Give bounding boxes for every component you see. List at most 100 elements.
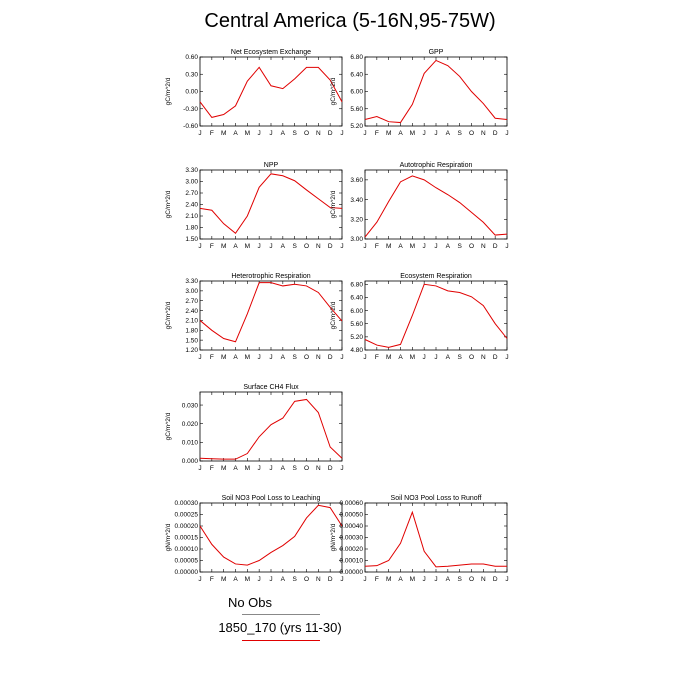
x-tick-label: A bbox=[281, 465, 286, 472]
y-tick-label: 0.000 bbox=[182, 458, 199, 465]
x-tick-label: O bbox=[469, 243, 474, 250]
x-tick-label: N bbox=[481, 130, 486, 137]
y-tick-label: 0.00060 bbox=[340, 500, 364, 507]
x-tick-label: J bbox=[258, 243, 261, 250]
x-tick-label: M bbox=[245, 576, 250, 583]
x-tick-label: S bbox=[457, 576, 462, 583]
x-tick-label: S bbox=[457, 354, 462, 361]
y-axis-label: gC/m^2/d bbox=[165, 301, 172, 329]
x-tick-label: M bbox=[386, 130, 391, 137]
chart-panel-3: NPP gC/m^2/d 1.50 1.80 2.10 2.40 2.70 3.00 3.30 J… bbox=[160, 155, 350, 260]
y-tick-label: 0.020 bbox=[182, 421, 199, 428]
series-line bbox=[364, 175, 508, 238]
x-tick-label: M bbox=[245, 465, 250, 472]
x-tick-label: A bbox=[446, 354, 451, 361]
y-tick-label: 0.00025 bbox=[175, 512, 199, 519]
x-tick-label: J bbox=[340, 576, 343, 583]
x-tick-label: J bbox=[198, 576, 201, 583]
x-tick-label: O bbox=[304, 354, 309, 361]
x-tick-label: J bbox=[434, 130, 437, 137]
x-tick-label: J bbox=[505, 354, 508, 361]
legend-obs-line bbox=[242, 614, 320, 615]
x-tick-label: N bbox=[316, 130, 321, 137]
x-tick-label: J bbox=[340, 130, 343, 137]
x-tick-label: D bbox=[328, 465, 333, 472]
x-tick-label: J bbox=[258, 576, 261, 583]
x-tick-label: D bbox=[328, 243, 333, 250]
x-tick-label: M bbox=[221, 576, 226, 583]
y-tick-label: 3.30 bbox=[185, 167, 198, 174]
x-tick-label: S bbox=[292, 465, 297, 472]
y-tick-label: 6.40 bbox=[350, 71, 363, 78]
x-tick-label: J bbox=[269, 130, 272, 137]
y-tick-label: 0.010 bbox=[182, 440, 199, 447]
series-line bbox=[364, 59, 508, 124]
x-tick-label: A bbox=[281, 576, 286, 583]
x-tick-label: M bbox=[410, 130, 415, 137]
y-tick-label: 3.60 bbox=[350, 177, 363, 184]
x-tick-label: O bbox=[304, 465, 309, 472]
x-tick-label: J bbox=[269, 243, 272, 250]
x-tick-label: F bbox=[210, 576, 214, 583]
x-tick-label: J bbox=[258, 354, 261, 361]
chart-panel-9: Soil NO3 Pool Loss to Runoff gN/m^2/d 0.00… bbox=[325, 488, 515, 593]
y-tick-label: 6.80 bbox=[350, 281, 363, 288]
x-tick-label: J bbox=[340, 465, 343, 472]
y-tick-label: 2.10 bbox=[185, 318, 198, 325]
x-tick-label: M bbox=[386, 243, 391, 250]
x-tick-label: N bbox=[316, 576, 321, 583]
y-tick-label: 0.00 bbox=[185, 89, 198, 96]
y-tick-label: 0.00000 bbox=[340, 569, 364, 576]
y-axis-label: gC/m^2/d bbox=[330, 77, 337, 105]
plot-frame bbox=[199, 391, 343, 462]
x-tick-label: A bbox=[233, 354, 238, 361]
plot-frame bbox=[364, 280, 508, 351]
y-tick-label: 3.00 bbox=[185, 179, 198, 186]
x-tick-label: S bbox=[292, 576, 297, 583]
x-tick-label: A bbox=[446, 576, 451, 583]
y-tick-label: 0.00000 bbox=[175, 569, 199, 576]
y-tick-label: 3.40 bbox=[350, 197, 363, 204]
y-tick-label: 0.00040 bbox=[340, 523, 364, 530]
panel-title: Surface CH4 Flux bbox=[243, 384, 299, 391]
x-tick-label: J bbox=[269, 354, 272, 361]
series-line bbox=[199, 504, 343, 566]
x-tick-label: O bbox=[304, 243, 309, 250]
plot-frame bbox=[199, 280, 343, 351]
y-tick-label: 5.20 bbox=[350, 334, 363, 341]
x-tick-label: A bbox=[446, 130, 451, 137]
legend-model-label: 1850_170 (yrs 11-30) bbox=[218, 620, 342, 635]
y-tick-label: 0.60 bbox=[185, 54, 198, 61]
series-line bbox=[364, 510, 507, 568]
y-tick-label: 5.20 bbox=[350, 123, 363, 130]
x-tick-label: N bbox=[481, 576, 486, 583]
series-line bbox=[199, 398, 343, 460]
panel-title: Net Ecosystem Exchange bbox=[231, 49, 311, 56]
panel-svg: Soil NO3 Pool Loss to LeachinggN/m^2/d0.… bbox=[165, 495, 344, 583]
x-tick-label: J bbox=[340, 243, 343, 250]
x-tick-label: J bbox=[505, 130, 508, 137]
y-tick-label: 4.80 bbox=[350, 347, 363, 354]
x-tick-label: J bbox=[269, 576, 272, 583]
x-tick-label: M bbox=[221, 130, 226, 137]
y-tick-label: 0.00015 bbox=[175, 535, 199, 542]
chart-panel-6: Ecosystem Respiration gC/m^2/d 4.80 5.20 5.6… bbox=[325, 266, 515, 371]
x-tick-label: J bbox=[363, 130, 366, 137]
x-tick-label: D bbox=[328, 354, 333, 361]
y-tick-label: 2.70 bbox=[185, 298, 198, 305]
y-tick-label: 2.40 bbox=[185, 202, 198, 209]
series-line bbox=[364, 283, 508, 348]
x-tick-label: D bbox=[328, 130, 333, 137]
x-tick-label: A bbox=[233, 465, 238, 472]
y-axis-label: gC/m^2/d bbox=[330, 190, 337, 218]
x-tick-label: A bbox=[233, 576, 238, 583]
y-tick-label: 0.30 bbox=[185, 71, 198, 78]
x-tick-label: F bbox=[375, 576, 379, 583]
x-tick-label: M bbox=[245, 354, 250, 361]
x-tick-label: J bbox=[423, 576, 426, 583]
panel-svg: Ecosystem Respiration gC/m^2/d 4.80 5.20 5.6… bbox=[330, 273, 509, 361]
y-tick-label: 1.20 bbox=[185, 347, 198, 354]
x-tick-label: M bbox=[221, 465, 226, 472]
x-tick-label: F bbox=[375, 130, 379, 137]
panel-svg: Autotrophic Respiration gC/m^2/d 3.00 3.20 3… bbox=[330, 162, 509, 250]
